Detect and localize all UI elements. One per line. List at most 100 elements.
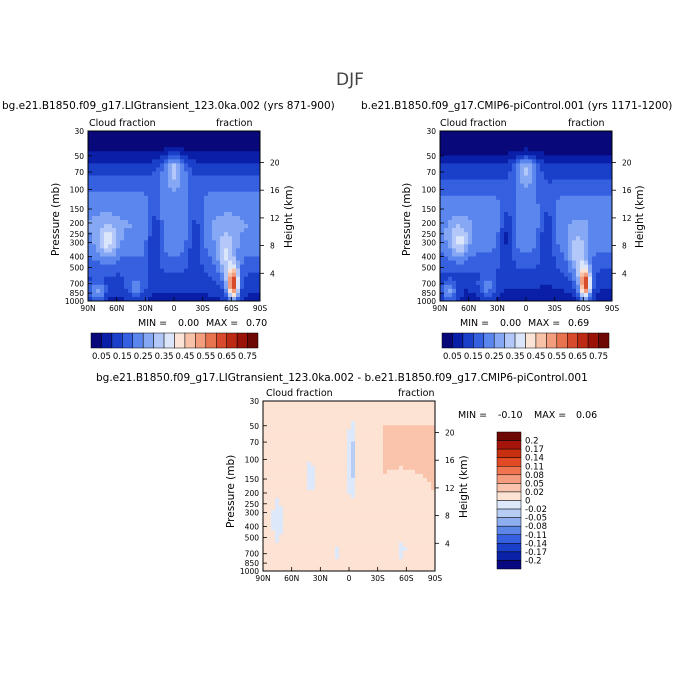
field-cell: [355, 562, 360, 568]
field-cell: [116, 183, 121, 189]
field-cell: [88, 191, 93, 197]
field-cell: [168, 167, 173, 172]
field-cell: [604, 211, 609, 217]
field-cell: [524, 143, 529, 148]
field-cell: [556, 292, 561, 298]
field-cell: [440, 224, 445, 229]
field-cell: [263, 486, 268, 491]
field-cell: [112, 248, 117, 253]
field-cell: [132, 163, 137, 168]
field-cell: [315, 526, 320, 531]
y-tick-label: 700: [422, 280, 437, 289]
field-cell: [196, 276, 201, 282]
field-cell: [208, 159, 213, 164]
field-cell: [464, 224, 469, 229]
field-cell: [584, 171, 589, 176]
field-cell: [164, 163, 169, 168]
field-cell: [347, 461, 352, 467]
field-cell: [152, 207, 157, 213]
x-tick-label: 30N: [490, 304, 505, 313]
field-cell: [196, 167, 201, 172]
field-cell: [568, 216, 573, 221]
field-cell: [224, 240, 229, 245]
field-cell: [295, 477, 300, 483]
field-cell: [267, 526, 272, 531]
field-cell: [331, 481, 336, 487]
field-cell: [200, 220, 205, 225]
field-cell: [347, 526, 352, 531]
field-cell: [112, 155, 117, 160]
field-cell: [275, 522, 280, 527]
field-cell: [252, 179, 257, 185]
field-cell: [104, 264, 109, 270]
field-cell: [592, 264, 597, 270]
field-cell: [363, 538, 368, 544]
field-cell: [464, 139, 469, 144]
field-cell: [240, 288, 245, 294]
field-cell: [112, 236, 117, 241]
field-cell: [327, 550, 332, 556]
field-cell: [524, 256, 529, 261]
field-cell: [192, 224, 197, 229]
y-tick-label: 400: [70, 253, 85, 262]
field-cell: [271, 506, 276, 511]
field-cell: [600, 199, 605, 205]
field-cell: [363, 433, 368, 438]
field-cell: [283, 566, 288, 572]
field-cell: [232, 284, 237, 290]
field-cell: [448, 159, 453, 164]
field-cell: [552, 131, 557, 136]
field-cell: [492, 167, 497, 172]
field-cell: [363, 490, 368, 495]
field-cell: [216, 244, 221, 249]
field-cell: [299, 530, 304, 535]
field-cell: [600, 220, 605, 225]
field-cell: [248, 207, 253, 213]
field-cell: [291, 514, 296, 519]
field-cell: [375, 413, 380, 418]
field-cell: [496, 296, 501, 302]
field-cell: [220, 175, 225, 180]
field-cell: [236, 252, 241, 257]
field-cell: [331, 542, 336, 548]
field-cell: [271, 530, 276, 535]
field-cell: [608, 199, 613, 205]
field-cell: [267, 421, 272, 426]
field-cell: [335, 530, 340, 535]
field-cell: [347, 417, 352, 422]
field-cell: [180, 147, 185, 152]
field-cell: [444, 155, 449, 160]
field-cell: [576, 276, 581, 282]
field-cell: [476, 268, 481, 274]
field-cell: [303, 534, 308, 540]
field-cell: [524, 207, 529, 213]
field-cell: [456, 211, 461, 217]
field-cell: [248, 288, 253, 294]
field-cell: [476, 203, 481, 209]
field-cell: [339, 465, 344, 471]
field-cell: [560, 199, 565, 205]
field-cell: [116, 280, 121, 286]
field-cell: [188, 135, 193, 140]
field-cell: [512, 280, 517, 286]
field-cell: [363, 506, 368, 511]
field-cell: [208, 151, 213, 156]
field-cell: [492, 159, 497, 164]
field-cell: [244, 252, 249, 257]
field-cell: [544, 163, 549, 168]
field-cell: [104, 159, 109, 164]
field-cell: [524, 224, 529, 229]
field-cell: [267, 546, 272, 552]
field-cell: [112, 232, 117, 237]
field-cell: [124, 159, 129, 164]
field-cell: [228, 252, 233, 257]
field-cell: [512, 236, 517, 241]
field-cell: [516, 264, 521, 270]
field-cell: [359, 510, 364, 515]
field-cell: [116, 260, 121, 265]
field-cell: [347, 510, 352, 515]
field-cell: [112, 264, 117, 270]
field-cell: [152, 260, 157, 265]
field-cell: [351, 534, 356, 540]
field-cell: [608, 163, 613, 168]
